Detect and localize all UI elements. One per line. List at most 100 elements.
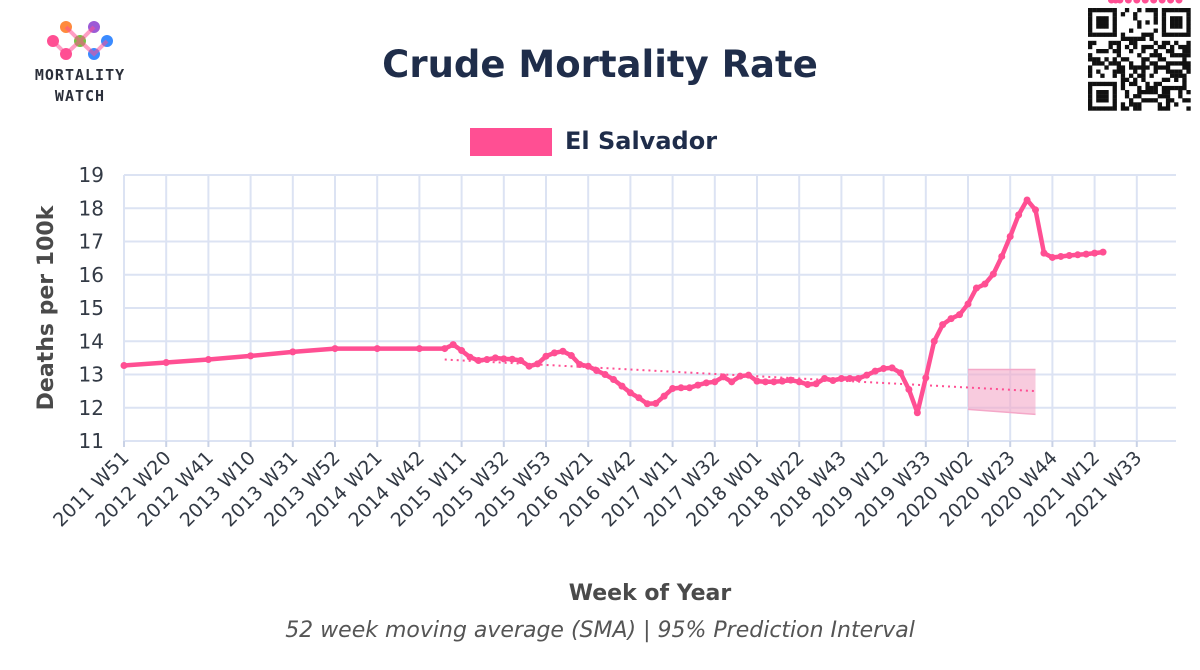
qr-module (1178, 32, 1183, 37)
logo-name-line2: WATCH (55, 87, 105, 105)
qr-module (1149, 36, 1154, 41)
qr-module (1170, 53, 1175, 58)
data-point (610, 375, 618, 383)
qr-module (1186, 12, 1191, 17)
data-point (854, 374, 862, 382)
qr-module (1186, 90, 1191, 95)
qr-module (1161, 44, 1167, 50)
qr-module (1178, 61, 1183, 66)
qr-module (1120, 32, 1126, 37)
y-tick-label: 13 (79, 363, 104, 387)
data-point (525, 362, 533, 370)
qr-module (1100, 73, 1105, 78)
data-point (584, 362, 592, 370)
qr-module (1145, 57, 1150, 62)
qr-module (1153, 40, 1158, 46)
qr-module (1096, 90, 1101, 95)
data-point (550, 349, 558, 357)
data-point (474, 357, 482, 365)
qr-module (1096, 57, 1101, 62)
qr-module (1182, 73, 1187, 78)
qr-module (1153, 12, 1158, 17)
qr-module (1141, 73, 1146, 78)
data-point (458, 347, 466, 355)
qr-module (1088, 16, 1093, 21)
qr-module (1108, 8, 1113, 13)
qr-module (1112, 98, 1117, 103)
data-point (120, 362, 128, 370)
data-point (685, 384, 693, 392)
qr-module (1088, 73, 1093, 78)
qr-module (1116, 61, 1121, 66)
data-point (626, 389, 634, 397)
qr-module (1088, 53, 1093, 58)
data-point (896, 369, 904, 377)
qr-module (1161, 8, 1167, 13)
data-point (694, 381, 702, 389)
qr-module (1088, 8, 1093, 13)
qr-module (1133, 65, 1138, 70)
qr-module (1186, 28, 1191, 33)
qr-module (1174, 73, 1179, 78)
qr-module (1170, 73, 1175, 78)
data-point (922, 374, 930, 382)
qr-module (1161, 65, 1167, 70)
qr-module (1133, 16, 1138, 21)
qr-module (1112, 24, 1117, 29)
data-point (1116, 0, 1124, 4)
qr-module (1182, 32, 1187, 37)
qr-module (1161, 12, 1167, 17)
qr-module (1112, 81, 1117, 87)
qr-module (1157, 81, 1162, 87)
qr-module (1149, 90, 1154, 95)
qr-module (1100, 106, 1105, 111)
qr-module (1186, 16, 1191, 21)
data-point (745, 371, 753, 379)
series-el-salvador (120, 0, 1183, 417)
qr-module (1145, 44, 1150, 50)
qr-module (1161, 77, 1167, 82)
qr-module (1112, 40, 1117, 46)
qr-module (1153, 98, 1158, 103)
qr-module (1161, 85, 1167, 91)
data-point (1091, 249, 1099, 257)
data-point (1124, 0, 1132, 4)
qr-module (1182, 53, 1187, 58)
qr-module (1104, 8, 1109, 13)
qr-module (1174, 85, 1179, 91)
qr-module (1116, 53, 1121, 58)
qr-module (1104, 32, 1109, 37)
mortality-watch-logo[interactable]: MORTALITY WATCH (35, 21, 125, 105)
qr-module (1108, 32, 1113, 37)
qr-module (1145, 20, 1150, 25)
qr-module (1129, 36, 1134, 41)
data-point (1023, 196, 1031, 204)
data-point (373, 345, 381, 353)
qr-module (1112, 20, 1117, 25)
data-point (795, 378, 803, 386)
qr-module (1170, 24, 1175, 29)
data-point (247, 352, 255, 360)
qr-module (1161, 24, 1167, 29)
qr-module (1129, 73, 1134, 78)
data-point (162, 359, 170, 367)
qr-module (1100, 16, 1105, 21)
qr-module (1174, 16, 1179, 21)
qr-module (1129, 61, 1134, 66)
qr-module (1165, 85, 1171, 91)
qr-module (1141, 32, 1146, 37)
data-point (576, 361, 584, 369)
qr-module (1088, 85, 1093, 91)
qr-module (1137, 106, 1142, 111)
qr-module (1174, 102, 1179, 107)
qr-module (1104, 49, 1109, 54)
y-axis-title: Deaths per 100k (34, 204, 59, 410)
data-point (981, 280, 989, 288)
qr-module (1137, 73, 1142, 78)
qr-module (1088, 90, 1093, 95)
qr-module (1096, 20, 1101, 25)
qr-module (1153, 90, 1158, 95)
qr-module (1133, 81, 1138, 87)
qr-code-icon[interactable] (1088, 8, 1191, 111)
qr-module (1161, 16, 1167, 21)
